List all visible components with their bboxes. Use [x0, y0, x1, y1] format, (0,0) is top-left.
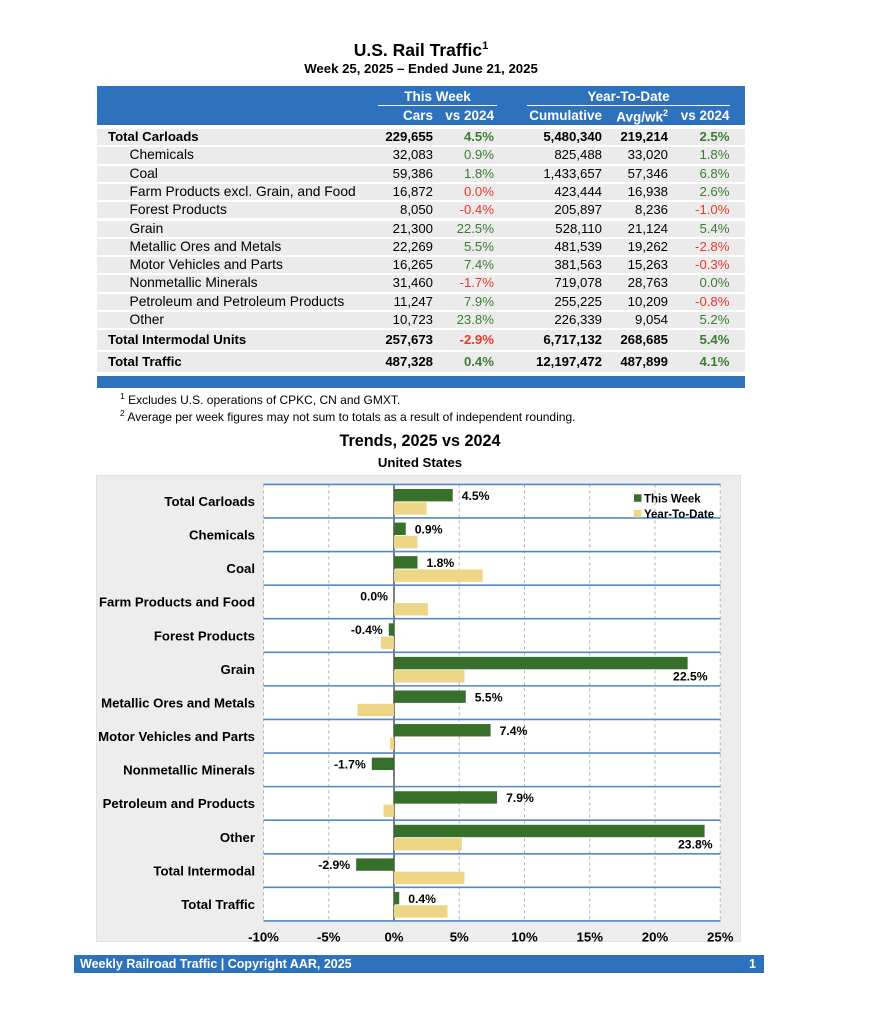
- svg-text:Forest Products: Forest Products: [154, 628, 255, 643]
- svg-text:25%: 25%: [707, 930, 734, 943]
- svg-text:-0.4%: -0.4%: [351, 623, 383, 637]
- svg-text:-5%: -5%: [317, 930, 341, 943]
- svg-text:Other: Other: [220, 830, 255, 845]
- svg-text:Metallic Ores and Metals: Metallic Ores and Metals: [101, 695, 255, 710]
- svg-text:7.9%: 7.9%: [506, 791, 534, 805]
- svg-text:Total Intermodal: Total Intermodal: [153, 863, 255, 878]
- svg-text:0%: 0%: [384, 930, 403, 943]
- svg-text:23.8%: 23.8%: [678, 838, 713, 852]
- svg-text:-10%: -10%: [248, 930, 279, 943]
- svg-text:1.8%: 1.8%: [426, 556, 454, 570]
- svg-text:4.5%: 4.5%: [462, 489, 490, 503]
- svg-text:0.0%: 0.0%: [360, 590, 388, 604]
- svg-text:0.4%: 0.4%: [408, 892, 436, 906]
- svg-text:This Week: This Week: [644, 493, 701, 505]
- svg-text:Nonmetallic Minerals: Nonmetallic Minerals: [123, 763, 255, 778]
- svg-text:20%: 20%: [642, 930, 669, 943]
- svg-text:Total Carloads: Total Carloads: [164, 494, 255, 509]
- svg-text:-1.7%: -1.7%: [334, 757, 366, 771]
- svg-text:Petroleum and Products: Petroleum and Products: [103, 796, 255, 811]
- svg-text:0.9%: 0.9%: [415, 522, 443, 536]
- svg-text:Total Traffic: Total Traffic: [181, 897, 255, 912]
- svg-text:5%: 5%: [450, 930, 469, 943]
- svg-text:Coal: Coal: [226, 561, 255, 576]
- svg-text:Farm Products and Food: Farm Products and Food: [99, 595, 255, 610]
- svg-text:Motor Vehicles and Parts: Motor Vehicles and Parts: [98, 729, 255, 744]
- svg-text:Grain: Grain: [221, 662, 255, 677]
- svg-text:10%: 10%: [511, 930, 538, 943]
- svg-text:Chemicals: Chemicals: [189, 528, 255, 543]
- svg-text:15%: 15%: [577, 930, 604, 943]
- svg-text:22.5%: 22.5%: [673, 670, 708, 684]
- svg-text:Year-To-Date: Year-To-Date: [644, 509, 714, 521]
- svg-text:-2.9%: -2.9%: [318, 858, 350, 872]
- svg-text:7.4%: 7.4%: [500, 724, 528, 738]
- svg-text:5.5%: 5.5%: [475, 690, 503, 704]
